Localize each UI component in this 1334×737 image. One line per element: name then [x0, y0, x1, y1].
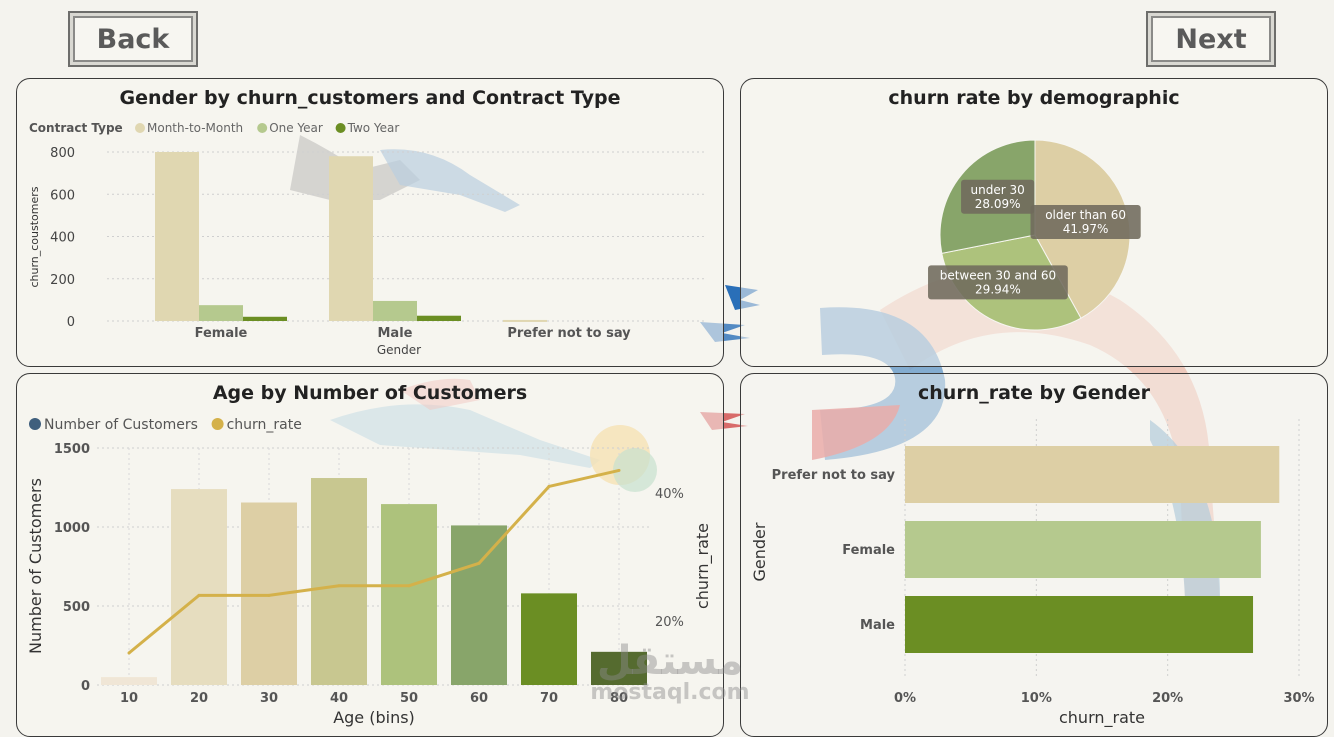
x-tick-label: 0%: [894, 691, 916, 706]
churn-gender-chart: 0% 10% 20% 30% Prefer not to say Female Male Ge…: [750, 419, 1315, 728]
slice-label-name: under 30: [971, 183, 1025, 197]
legend-item: Two Year: [347, 121, 400, 135]
y2-tick-label: 40%: [655, 487, 684, 502]
x-tick-label: 70: [540, 691, 558, 706]
slice-label-name: between 30 and 60: [940, 268, 1056, 282]
x-axis-label: Age (bins): [333, 708, 415, 727]
line-point: [127, 651, 131, 655]
bar: [591, 651, 647, 685]
slice-label-box: [961, 179, 1035, 214]
y-tick-label: 600: [50, 188, 75, 203]
y-tick-label: 500: [63, 600, 90, 615]
watermark: مستقل mostaql.com: [585, 640, 755, 704]
y2-axis-label: churn_rate: [693, 523, 713, 609]
back-button[interactable]: Back: [68, 11, 198, 67]
slice-label-value: 41.97%: [1063, 222, 1109, 236]
x-tick-label: 10: [120, 691, 138, 706]
next-button[interactable]: Next: [1146, 11, 1276, 67]
bar: [905, 446, 1280, 503]
bar: [521, 593, 577, 685]
x-tick-label: Male: [378, 326, 413, 341]
y-tick-label: Prefer not to say: [772, 468, 896, 483]
gender-contract-panel: Gender by churn_customers and Contract T…: [16, 78, 724, 367]
bar: [155, 152, 199, 321]
gender-contract-chart: Contract Type Month-to-Month One Year Two Y…: [28, 121, 707, 357]
legend-item: One Year: [269, 121, 323, 135]
age-customers-chart: Number of Customers churn_rate 0 500 1000 150…: [26, 417, 713, 727]
bar: [373, 300, 417, 321]
y-tick-label: Male: [860, 618, 895, 633]
x-tick-label: 20: [190, 691, 208, 706]
legend-title: Contract Type: [29, 121, 123, 135]
bar: [199, 305, 243, 321]
y-tick-label: 400: [50, 231, 75, 246]
y-tick-label: 200: [50, 273, 75, 288]
y-tick-label: 1500: [54, 442, 90, 457]
x-tick-label: 10%: [1021, 691, 1052, 706]
line-point: [407, 584, 411, 588]
x-axis-label: Gender: [377, 343, 421, 357]
y-axis-label: churn_coustomers: [28, 186, 41, 287]
legend-swatch: [335, 123, 346, 133]
bar: [905, 521, 1261, 578]
age-customers-panel: Age by Number of Customers Number of Cus…: [16, 373, 724, 737]
chart-title: churn rate by demographic: [888, 87, 1180, 109]
bar: [311, 478, 367, 685]
x-tick-label: 60: [470, 691, 488, 706]
x-tick-label: 40: [330, 691, 348, 706]
legend-item: Number of Customers: [44, 417, 198, 433]
slice-label-name: older than 60: [1045, 208, 1126, 222]
chart-title: Age by Number of Customers: [212, 382, 528, 404]
bar: [503, 319, 547, 322]
x-tick-label: 80: [610, 691, 628, 706]
watermark-latin: mostaql.com: [590, 680, 750, 705]
y-tick-label: Female: [842, 543, 895, 558]
slice-label-value: 29.94%: [975, 282, 1021, 296]
watermark-arabic: مستقل: [596, 638, 744, 684]
bar: [451, 525, 507, 685]
churn-rate-line: [128, 468, 620, 655]
slice-label-box: [1030, 204, 1141, 239]
legend-swatch: [135, 123, 145, 133]
y-tick-label: 0: [67, 315, 75, 330]
y-tick-label: 800: [50, 146, 75, 161]
bar: [101, 677, 157, 685]
y-tick-label: 1000: [54, 521, 90, 536]
demographic-panel: churn rate by demographic older than 60 4…: [740, 78, 1328, 367]
bar: [381, 504, 437, 685]
x-tick-label: Prefer not to say: [507, 326, 631, 341]
line-point: [197, 593, 201, 597]
x-tick-label: Female: [195, 326, 248, 341]
x-tick-label: 20%: [1152, 691, 1183, 706]
y-tick-label: 0: [81, 679, 90, 694]
legend-swatch: [257, 123, 268, 133]
line-point: [547, 484, 551, 488]
bar: [171, 489, 227, 685]
legend-swatch: [211, 418, 224, 430]
chart-title: churn_rate by Gender: [918, 382, 1150, 404]
bar: [905, 596, 1254, 653]
x-tick-label: 30%: [1283, 691, 1314, 706]
bar: [329, 156, 373, 321]
bar: [243, 316, 287, 321]
slice-label-value: 28.09%: [975, 197, 1021, 211]
line-point: [617, 468, 621, 472]
x-axis-label: churn_rate: [1059, 708, 1145, 728]
y-axis-label: Number of Customers: [26, 478, 45, 654]
legend-swatch: [29, 418, 41, 430]
x-tick-label: 50: [400, 691, 418, 706]
churn-gender-panel: churn_rate by Gender 0% 10% 20% 30% Prefer n…: [740, 373, 1328, 737]
line-point: [267, 593, 271, 597]
chart-title: Gender by churn_customers and Contract T…: [119, 87, 621, 109]
slice-label-box: [928, 265, 1068, 300]
bar: [417, 315, 461, 321]
legend-item: churn_rate: [227, 417, 302, 433]
line-point: [477, 561, 481, 565]
line-point: [337, 584, 341, 588]
y-axis-label: Gender: [750, 522, 769, 581]
y2-tick-label: 20%: [655, 615, 684, 630]
x-tick-label: 30: [260, 691, 278, 706]
legend-item: Month-to-Month: [147, 121, 243, 135]
